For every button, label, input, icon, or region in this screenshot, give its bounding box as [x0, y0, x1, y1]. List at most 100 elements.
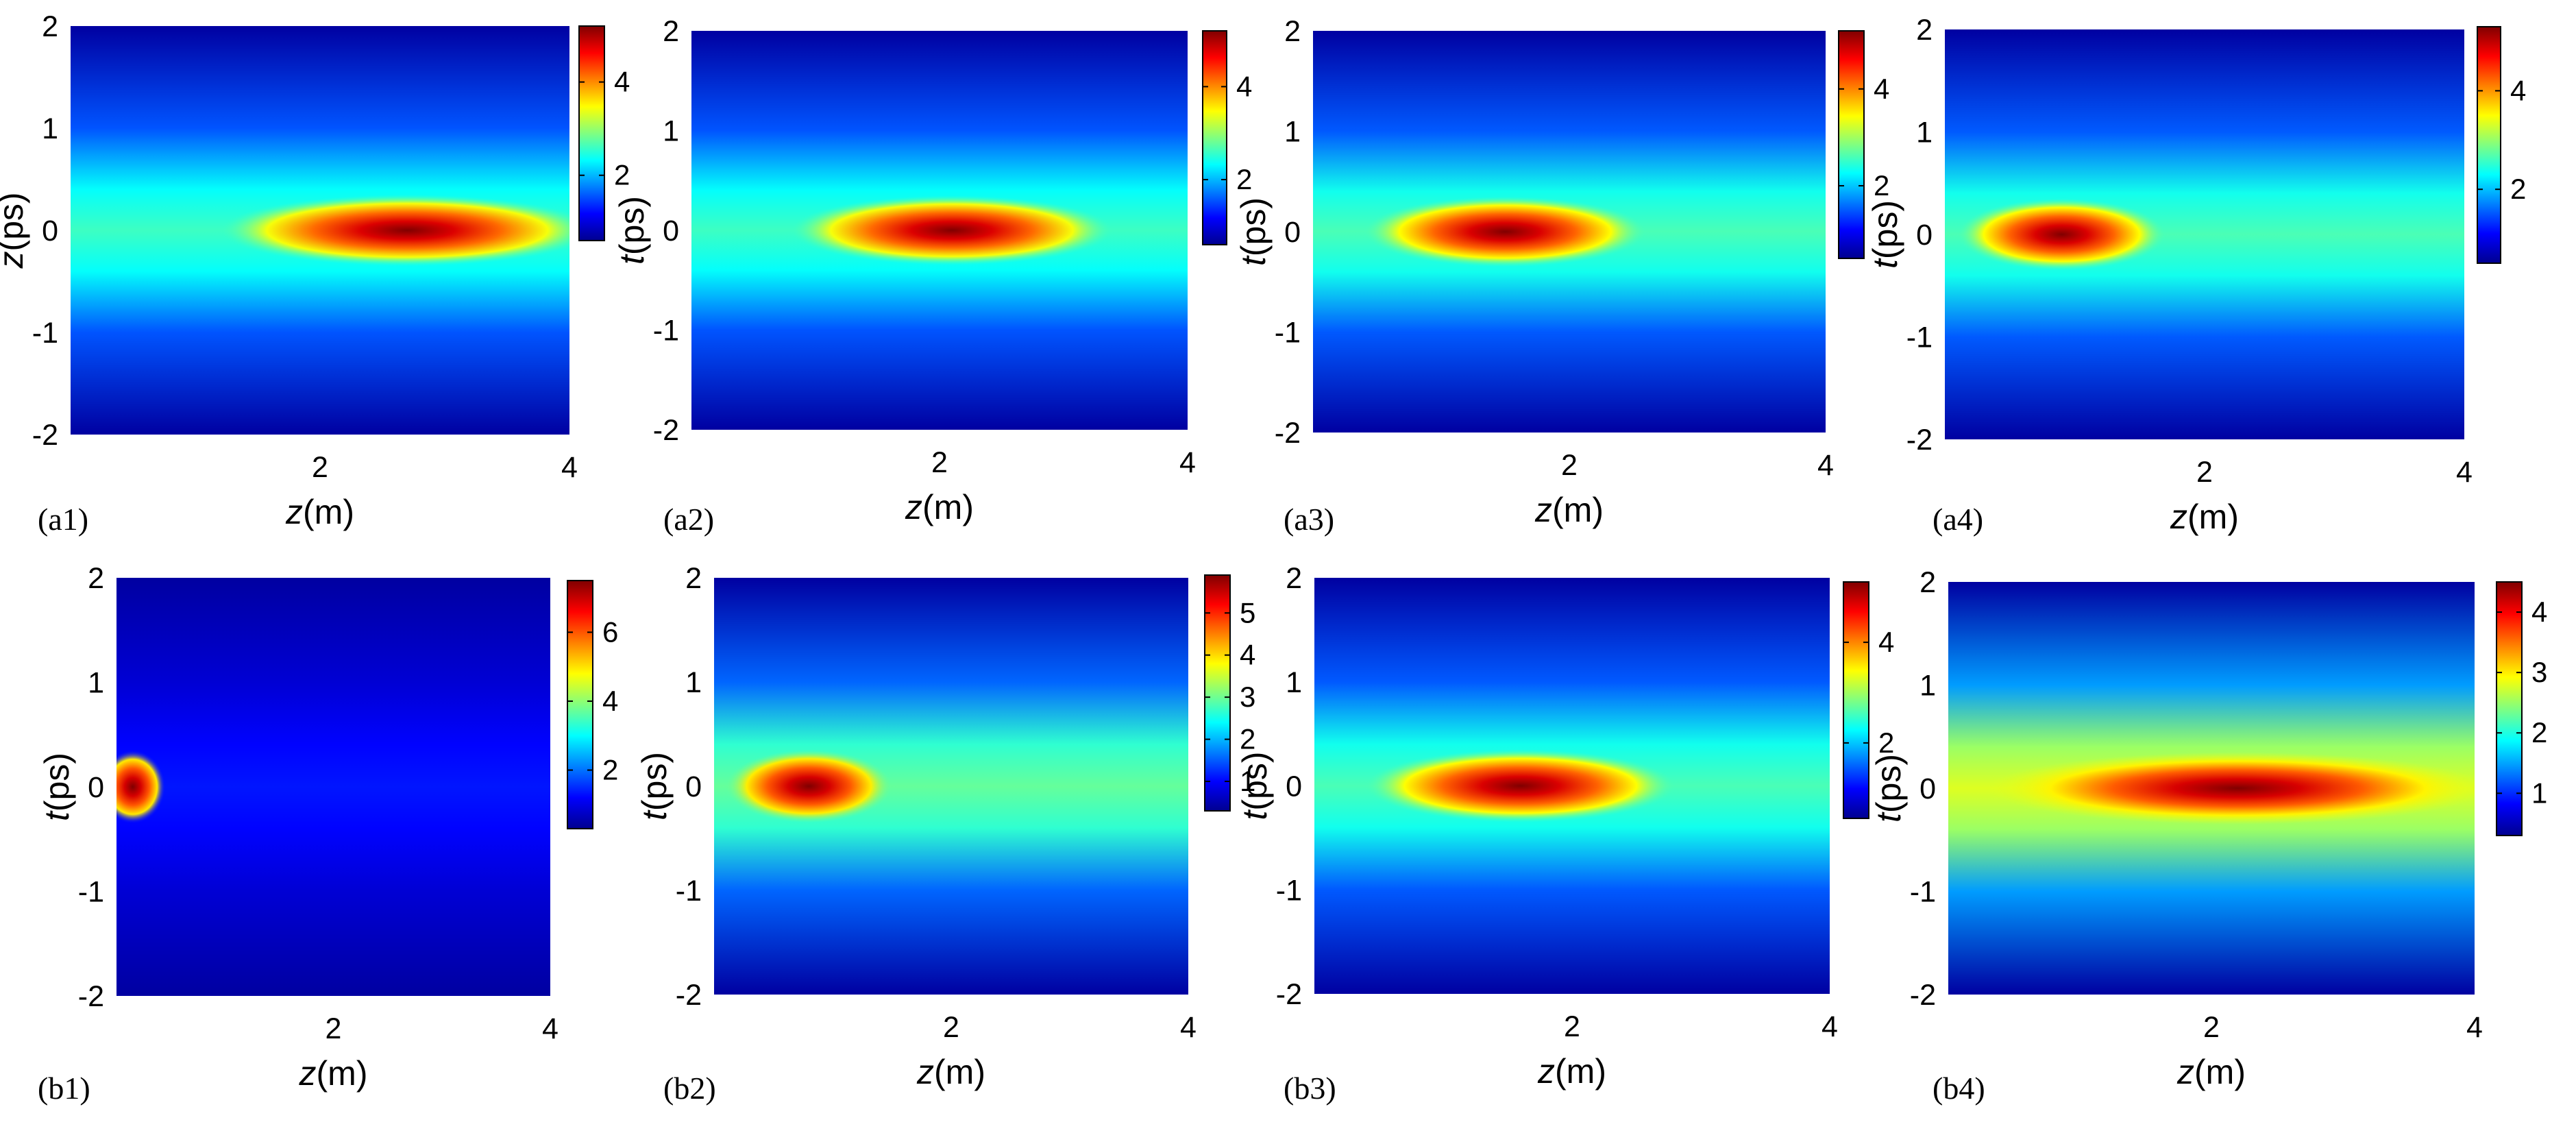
- heatmap-field: [714, 578, 1188, 995]
- colorbar-tick-label: 2: [602, 754, 618, 786]
- y-tick-label: 0: [1919, 772, 1936, 805]
- heatmap-field: [691, 31, 1188, 430]
- heatmap-background: [116, 578, 550, 996]
- x-axis-label: z(m): [299, 1054, 368, 1093]
- colorbar-tick-label: 2: [2510, 173, 2526, 205]
- x-axis-label: z(m): [2170, 498, 2239, 536]
- panel-b2: 2 1 0 -1 -2 2 4 z(m) t(ps) (b2) 1 2 3 4 5: [635, 562, 1255, 1106]
- colorbar-tick-label: 4: [2510, 74, 2526, 106]
- heatmap-field: [116, 578, 550, 996]
- y-tick-label: 0: [1286, 770, 1302, 803]
- x-axis-label: z(m): [285, 493, 354, 531]
- y-tick-label: 2: [1286, 562, 1302, 595]
- panel-b1: 2 1 0 -1 -2 2 4 z(m) t(ps) (b1) 2 4 6: [38, 562, 618, 1106]
- y-tick-label: -2: [1275, 417, 1301, 450]
- colorbar: [2496, 581, 2523, 836]
- x-axis-label: z(m): [905, 488, 974, 526]
- panel-label: (b4): [1933, 1071, 1985, 1106]
- colorbar-tick-label: 6: [602, 616, 618, 648]
- panel-a3: 210-1-22 4z(m)t(ps)(a3)24: [1234, 15, 1889, 537]
- colorbar-tick-label: 2: [1874, 169, 1889, 202]
- y-axis-label: t(ps): [1869, 754, 1908, 823]
- y-tick-label: -1: [676, 875, 702, 907]
- x-tick-label: 2: [931, 446, 948, 479]
- y-tick-label: -1: [32, 317, 58, 350]
- heatmap-peak: [790, 195, 1114, 265]
- y-axis-label: t(ps): [1236, 751, 1274, 820]
- y-tick-label: 2: [1916, 14, 1933, 47]
- heatmap-field: [1313, 31, 1826, 433]
- y-tick-label: 0: [42, 215, 58, 247]
- y-tick-label: 1: [685, 666, 702, 699]
- heatmap-peak: [1987, 752, 2475, 825]
- y-tick-label: 2: [663, 15, 679, 48]
- y-tick-label: -1: [1906, 321, 1933, 354]
- x-axis-label: z(m): [1537, 1052, 1606, 1091]
- colorbar: [1838, 30, 1865, 259]
- colorbar-tick-label: 2: [2531, 716, 2547, 748]
- heatmap-peak: [726, 749, 892, 823]
- y-tick-label: -1: [78, 876, 104, 909]
- x-axis-label: z(m): [1534, 491, 1604, 529]
- colorbar: [578, 25, 605, 241]
- y-tick-label: -1: [1910, 876, 1936, 909]
- panel-a4: 210-1-22 4z(m)t(ps)(a4)24: [1866, 14, 2526, 537]
- heatmap-peak: [220, 194, 569, 267]
- colorbar-tick-label: 5: [1240, 596, 1255, 629]
- x-tick-label: 2: [1561, 449, 1578, 482]
- y-axis-label: z(ps): [0, 192, 30, 269]
- y-tick-label: 1: [1919, 670, 1936, 703]
- x-tick-label: 4: [542, 1012, 559, 1045]
- colorbar-tick-label: 4: [614, 66, 630, 98]
- x-tick-label: 4: [1180, 1011, 1197, 1044]
- y-tick-label: -2: [1276, 978, 1302, 1011]
- y-tick-label: -2: [1906, 424, 1933, 456]
- colorbar: [2477, 26, 2501, 264]
- heatmap-field: [71, 26, 569, 435]
- x-tick-label: 4: [1817, 449, 1834, 482]
- colorbar-tick-label: 2: [1236, 163, 1252, 195]
- x-tick-label: 4: [2466, 1011, 2483, 1044]
- colorbar-tick-label: 4: [2531, 596, 2547, 628]
- y-tick-label: 0: [88, 771, 104, 804]
- colorbar-tick-label: 4: [1236, 70, 1252, 102]
- y-tick-label: 1: [1286, 666, 1302, 699]
- y-tick-label: -2: [676, 979, 702, 1012]
- x-tick-label: 2: [943, 1011, 959, 1044]
- panel-b3: 210-1-22 4z(m)t(ps)(b3)24: [1236, 562, 1894, 1106]
- heatmap-peak: [1366, 749, 1676, 823]
- y-tick-label: 0: [1284, 216, 1301, 249]
- panel-a2: 2 1 0 -1 -2 2 4 z(m) t(ps) (a2) 2 4: [613, 15, 1252, 537]
- y-tick-label: -2: [32, 419, 58, 452]
- y-tick-label: 2: [88, 562, 104, 595]
- y-tick-label: 0: [1916, 219, 1933, 252]
- colorbar-tick-label: 2: [614, 159, 630, 191]
- y-tick-label: 2: [1919, 566, 1936, 599]
- panel-a1: 2 1 0 -1 -2 2 4 z(m) z(ps) (a1) 2 4: [0, 10, 630, 537]
- heatmap-peak: [1364, 196, 1647, 267]
- x-tick-label: 2: [2196, 456, 2213, 489]
- colorbar-tick-label: 2: [1240, 723, 1255, 755]
- colorbar: [1204, 574, 1231, 812]
- heatmap-field: [1314, 578, 1830, 994]
- y-tick-label: -2: [653, 414, 679, 447]
- y-axis-label: t(ps): [38, 753, 76, 821]
- y-axis-label: t(ps): [613, 196, 651, 265]
- colorbar-tick-label: 1: [1240, 765, 1255, 797]
- heatmap-field: [1948, 582, 2475, 995]
- panel-label: (b1): [38, 1071, 90, 1106]
- y-tick-label: 0: [663, 215, 679, 247]
- y-tick-label: 1: [1284, 116, 1301, 149]
- colorbar-tick-label: 3: [1240, 681, 1255, 713]
- y-axis-label: t(ps): [1234, 197, 1273, 266]
- colorbar-tick-label: 2: [1878, 727, 1894, 759]
- y-tick-label: 1: [1916, 117, 1933, 149]
- panel-label: (a2): [663, 502, 714, 537]
- y-tick-label: -1: [1275, 317, 1301, 350]
- panel-label: (a4): [1933, 502, 1983, 537]
- panel-label: (a3): [1284, 502, 1334, 537]
- x-tick-label: 2: [1564, 1010, 1580, 1043]
- y-tick-label: 2: [1284, 15, 1301, 48]
